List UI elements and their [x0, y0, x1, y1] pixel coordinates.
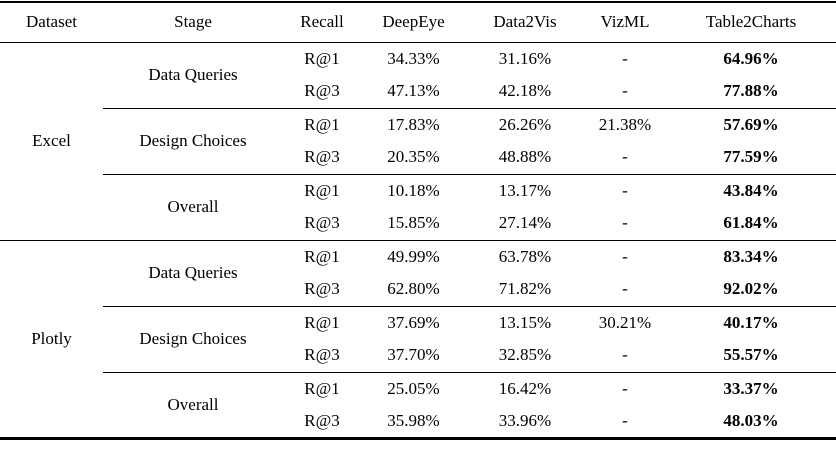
table2charts-value: 64.96% [723, 48, 779, 68]
vizml-value: - [622, 378, 628, 398]
recall-cell: R@1 [304, 180, 340, 200]
deepeye-value: 25.05% [387, 378, 440, 398]
table-row: R@3 35.98% 33.96% - 48.03% [0, 405, 836, 438]
table2charts-value: 92.02% [666, 273, 836, 307]
table-row: R@3 20.35% 48.88% - 77.59% [0, 141, 836, 175]
table2charts-value: 77.88% [666, 75, 836, 109]
header-table2charts: Table2Charts [666, 2, 836, 43]
table-row: R@3 37.70% 32.85% - 55.57% [0, 339, 836, 373]
vizml-value: 30.21% [598, 312, 652, 332]
table2charts-value: 83.34% [723, 246, 779, 266]
recall-cell: R@1 [304, 114, 340, 134]
table-row: R@3 62.80% 71.82% - 92.02% [0, 273, 836, 307]
data2vis-value: 48.88% [466, 141, 584, 175]
deepeye-value: 10.18% [387, 180, 440, 200]
table-row: Plotly Data Queries R@1 49.99% 63.78% - … [0, 240, 836, 348]
table-row: Design Choices R@1 17.83% 26.26% 21.38% … [0, 108, 836, 175]
data2vis-value: 42.18% [466, 75, 584, 109]
deepeye-value: 37.70% [361, 339, 466, 373]
table2charts-value: 77.59% [666, 141, 836, 175]
table2charts-value: 48.03% [723, 410, 779, 430]
table-row: Design Choices R@1 37.69% 13.15% 30.21% … [0, 306, 836, 373]
table2charts-value: 55.57% [666, 339, 836, 373]
stage-label: Data Queries [103, 42, 283, 109]
recall-cell: R@1 [304, 48, 340, 68]
header-deepeye: DeepEye [361, 2, 466, 43]
vizml-value: - [584, 273, 666, 307]
vizml-value: - [584, 75, 666, 109]
vizml-value: - [622, 410, 628, 430]
header-recall: Recall [283, 2, 361, 43]
vizml-value: 21.38% [598, 114, 652, 134]
header-stage: Stage [103, 2, 283, 43]
data2vis-value: 26.26% [498, 114, 552, 134]
table-header-row: Dataset Stage Recall DeepEye Data2Vis Vi… [0, 2, 836, 43]
vizml-value: - [584, 339, 666, 373]
results-table: Dataset Stage Recall DeepEye Data2Vis Vi… [0, 1, 836, 440]
deepeye-value: 49.99% [387, 246, 440, 266]
data2vis-value: 33.96% [498, 410, 552, 430]
recall-cell: R@3 [283, 75, 361, 109]
vizml-value: - [584, 141, 666, 175]
stage-label: Overall [103, 174, 283, 241]
data2vis-value: 63.78% [498, 246, 552, 266]
table2charts-value: 43.84% [723, 180, 779, 200]
table-row: Excel Data Queries R@1 34.33% 31.16% - 6… [0, 42, 836, 241]
table-row: Overall R@1 25.05% 16.42% - 33.37% [0, 372, 836, 414]
deepeye-value: 35.98% [387, 410, 440, 430]
vizml-value: - [584, 207, 666, 241]
deepeye-value: 20.35% [361, 141, 466, 175]
recall-cell: R@3 [283, 141, 361, 175]
deepeye-value: 15.85% [361, 207, 466, 241]
stage-label: Design Choices [103, 306, 283, 373]
recall-cell: R@1 [304, 312, 340, 332]
table-row: Overall R@1 10.18% 13.17% - 43.84% [0, 174, 836, 241]
recall-cell: R@3 [283, 273, 361, 307]
table-row: R@3 47.13% 42.18% - 77.88% [0, 75, 836, 109]
table2charts-value: 61.84% [666, 207, 836, 241]
dataset-label: Plotly [31, 328, 72, 348]
recall-cell: R@1 [304, 378, 340, 398]
data2vis-value: 16.42% [498, 378, 552, 398]
data2vis-value: 32.85% [466, 339, 584, 373]
table2charts-value: 57.69% [723, 114, 779, 134]
data2vis-value: 13.15% [498, 312, 552, 332]
dataset-label: Excel [0, 42, 103, 241]
deepeye-value: 17.83% [387, 114, 440, 134]
header-dataset: Dataset [0, 2, 103, 43]
header-vizml: VizML [584, 2, 666, 43]
recall-cell: R@3 [283, 339, 361, 373]
data2vis-value: 31.16% [498, 48, 552, 68]
vizml-value: - [622, 48, 628, 68]
recall-cell: R@1 [304, 246, 340, 266]
table2charts-value: 33.37% [723, 378, 779, 398]
vizml-value: - [622, 246, 628, 266]
data2vis-value: 71.82% [466, 273, 584, 307]
deepeye-value: 37.69% [387, 312, 440, 332]
deepeye-value: 62.80% [361, 273, 466, 307]
table2charts-value: 40.17% [723, 312, 779, 332]
table-row: R@3 15.85% 27.14% - 61.84% [0, 207, 836, 241]
stage-label: Design Choices [103, 108, 283, 175]
data2vis-value: 27.14% [466, 207, 584, 241]
deepeye-value: 47.13% [361, 75, 466, 109]
data2vis-value: 13.17% [498, 180, 552, 200]
recall-cell: R@3 [304, 410, 340, 430]
stage-label: Data Queries [103, 240, 283, 307]
stage-label: Overall [167, 394, 219, 414]
recall-cell: R@3 [283, 207, 361, 241]
deepeye-value: 34.33% [387, 48, 440, 68]
vizml-value: - [622, 180, 628, 200]
header-data2vis: Data2Vis [466, 2, 584, 43]
